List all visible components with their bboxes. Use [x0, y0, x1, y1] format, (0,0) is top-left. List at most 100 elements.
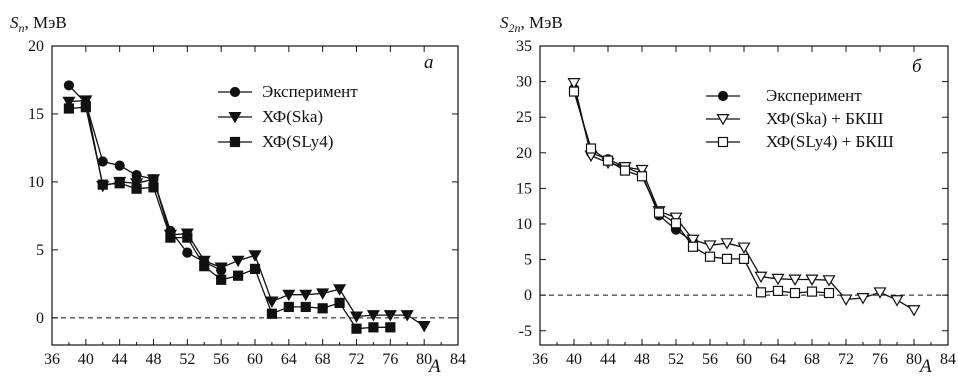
- plot-area-s2n: 36 40 44 48 52 56 60 64 68 72 76 80 84 -5 0 5 10 15 20 25 30…: [516, 38, 956, 368]
- data-point: [182, 247, 193, 258]
- plot-frame: [539, 45, 949, 346]
- data-point: [79, 95, 93, 107]
- data-point: [131, 170, 142, 181]
- x-tick-label: 84: [940, 351, 956, 368]
- data-point: [873, 287, 887, 299]
- data-point: [266, 308, 278, 319]
- y-tick-label: 25: [516, 109, 532, 126]
- x-tick-label: 72: [838, 351, 854, 368]
- x-tick-label: 68: [315, 351, 331, 368]
- y-tick-label: -5: [519, 323, 532, 340]
- panel-label-a: а: [424, 52, 434, 73]
- y-tick-label: 15: [516, 180, 532, 197]
- data-point: [349, 311, 364, 323]
- ylabel-subscript: n: [19, 21, 25, 35]
- data-point: [80, 102, 91, 113]
- data-point: [299, 289, 313, 302]
- data-point: [619, 165, 631, 176]
- x-tick-label: 44: [112, 351, 128, 368]
- legend-label: ХФ(SLy4) + БКШ: [766, 132, 894, 151]
- y-tick-label: 5: [36, 242, 44, 259]
- x-tick-label: 68: [804, 351, 820, 368]
- data-point: [772, 285, 784, 296]
- data-point: [585, 143, 597, 154]
- x-tick-label: 60: [247, 351, 263, 368]
- y-tick-label: 5: [524, 252, 532, 269]
- data-point: [805, 274, 819, 286]
- xlabel-a: A: [918, 356, 932, 377]
- data-point: [771, 273, 785, 286]
- y-tick-label: 20: [28, 38, 44, 55]
- series-2: [63, 102, 396, 334]
- legend-marker: [228, 111, 242, 124]
- data-point: [114, 160, 125, 171]
- data-point: [602, 155, 614, 166]
- data-point: [366, 310, 380, 322]
- data-point: [890, 295, 904, 307]
- data-point: [385, 322, 396, 333]
- legend-marker: [717, 136, 729, 148]
- data-point: [754, 271, 768, 284]
- data-point: [317, 303, 328, 314]
- data-point: [62, 96, 76, 109]
- x-tick-label: 40: [566, 351, 582, 368]
- data-point: [214, 262, 228, 274]
- legend-label: Эксперимент: [766, 86, 862, 105]
- data-point: [907, 305, 921, 317]
- y-tick-label: 10: [28, 174, 44, 191]
- ylabel-unit: , МэВ: [25, 13, 67, 32]
- x-tick-label: 52: [668, 351, 684, 368]
- data-point: [199, 261, 210, 272]
- data-point: [282, 289, 296, 302]
- series-line: [68, 84, 222, 271]
- data-point: [283, 301, 294, 313]
- legend-marker: [716, 113, 730, 126]
- data-point: [333, 284, 347, 296]
- data-point: [248, 250, 262, 262]
- legend-label: ХФ(Ska): [262, 107, 323, 126]
- ylabel-sn: Sn, МэВ: [10, 13, 67, 35]
- plot-frame: [51, 45, 459, 346]
- y-tick-label: 20: [516, 145, 532, 162]
- data-point: [249, 263, 261, 274]
- plot-area-sn: 36 40 44 48 52 56 60 64 68 72 76 80 84 0 5 10 15 20 Экспер…: [28, 38, 466, 368]
- data-point: [146, 174, 161, 186]
- y-tick-label: 0: [524, 287, 532, 304]
- legend: Эксперимент ХФ(Ska) + БКШ ХФ(SLy4) + БКШ: [706, 86, 894, 151]
- data-point: [686, 234, 700, 247]
- data-point: [738, 253, 750, 264]
- data-point: [704, 251, 716, 262]
- series-1: [62, 95, 431, 333]
- ylabel-unit: , МэВ: [521, 13, 563, 32]
- legend-marker: [229, 136, 241, 148]
- data-point: [300, 301, 311, 313]
- data-point: [63, 80, 75, 91]
- x-tick-label: 56: [702, 351, 718, 368]
- series-line: [573, 91, 830, 294]
- data-point: [400, 310, 414, 322]
- data-point: [670, 218, 682, 229]
- data-point: [653, 207, 665, 218]
- data-point: [568, 86, 580, 97]
- ylabel-symbol: S: [10, 13, 19, 32]
- data-point: [703, 240, 717, 252]
- x-tick-label: 48: [634, 351, 650, 368]
- y-tick-label: 15: [28, 106, 44, 123]
- data-point: [368, 322, 379, 333]
- data-point: [182, 232, 193, 243]
- series-2: [568, 86, 835, 299]
- legend: Эксперимент ХФ(Ska) ХФ(SLy4): [218, 82, 358, 151]
- x-tick-label: 76: [872, 351, 888, 368]
- data-point: [687, 241, 699, 252]
- data-point: [316, 288, 330, 300]
- ylabel-s2n: S2n, МэВ: [500, 13, 563, 35]
- data-point: [114, 178, 125, 189]
- x-tick-label: 36: [532, 351, 548, 368]
- legend-label: ХФ(Ska) + БКШ: [766, 109, 883, 128]
- chart-s2n: S2n, МэВ 36 40 44 48 52 56 60 64 68 72 76 80 84 -5 0 5 1…: [500, 13, 956, 377]
- x-tick-label: 60: [736, 351, 752, 368]
- data-point: [839, 294, 853, 306]
- data-point: [232, 270, 244, 281]
- data-point: [216, 274, 227, 285]
- chart-sn: Sn, МэВ 36 40 44 48 52 56 60 64 68 72 76 80 84 0 5 10 15…: [10, 13, 466, 377]
